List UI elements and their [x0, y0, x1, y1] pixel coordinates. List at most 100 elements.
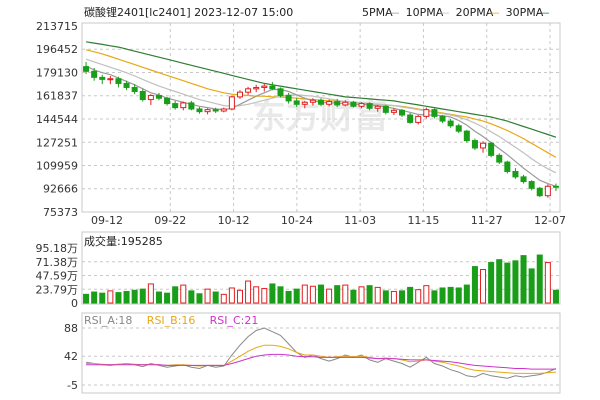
- volume-bar: [99, 292, 106, 304]
- rsi-grid: [82, 327, 560, 386]
- price-y-tick: 196452: [36, 43, 78, 56]
- price-x-tick: 11-03: [344, 214, 376, 227]
- price-x-tick: 11-27: [471, 214, 503, 227]
- candle-body: [366, 103, 373, 109]
- price-y-tick: 92666: [43, 183, 78, 196]
- volume-bar: [528, 268, 535, 304]
- price-x-axis: 09-12 09-22 10-12 10-24 11-03 11-15 11-27 12-07: [91, 214, 566, 227]
- volume-bar: [131, 289, 138, 304]
- candle-body: [390, 109, 397, 113]
- volume-bar: [431, 290, 438, 304]
- rsi-legend-label: RSI_B:16: [147, 314, 196, 327]
- candle-body: [480, 142, 487, 149]
- volume-bar: [172, 286, 179, 304]
- volume-bar: [196, 293, 203, 304]
- price-y-axis: 213715 196452 179130 161837 144544 127251 1099…: [36, 20, 78, 219]
- ma-lines: [85, 41, 557, 187]
- candle-body: [115, 78, 122, 84]
- candle-body: [123, 82, 130, 88]
- volume-bar: [285, 290, 292, 304]
- volume-bar: [480, 268, 487, 304]
- volume-bar: [123, 290, 130, 304]
- ma-legend-label: 30PMA: [506, 6, 544, 19]
- volume-bar: [390, 290, 397, 304]
- volume-bar: [536, 254, 543, 304]
- volume-bar: [350, 289, 357, 304]
- price-y-tick: 179130: [36, 66, 78, 79]
- candle-body: [463, 130, 470, 142]
- candle-body: [188, 102, 195, 110]
- price-y-tick: 161837: [36, 90, 78, 103]
- volume-bar: [245, 280, 252, 304]
- volume-bar: [115, 292, 122, 304]
- candle-body: [317, 99, 325, 105]
- volume-y-tick: 95.18万: [36, 242, 79, 255]
- candle-body: [439, 115, 446, 122]
- candle-body: [374, 105, 381, 109]
- volume-bar: [504, 262, 511, 304]
- volume-bar: [147, 283, 154, 304]
- candle-body: [155, 95, 162, 99]
- ma10-line: [85, 58, 557, 174]
- price-x-tick: 11-15: [407, 214, 439, 227]
- ma-legend-label: 10PMA: [406, 6, 444, 19]
- rsi-lines: [86, 327, 557, 379]
- ma-legend-label: 5PMA: [362, 6, 393, 19]
- volume-bar: [293, 288, 300, 304]
- volume-bar: [139, 288, 146, 304]
- volume-bars: [83, 254, 559, 304]
- candle-body: [269, 85, 276, 90]
- candle-body: [520, 176, 527, 183]
- volume-bar: [317, 284, 325, 304]
- volume-bar: [212, 291, 219, 304]
- candle-body: [212, 109, 219, 112]
- ma-legend-label: 20PMA: [456, 6, 494, 19]
- volume-bar: [228, 287, 235, 304]
- candle-body: [83, 66, 90, 72]
- candle-body: [196, 108, 203, 113]
- candle-body: [204, 109, 211, 113]
- volume-bar: [407, 286, 414, 304]
- candle-body: [358, 103, 365, 107]
- candle-body: [253, 86, 260, 90]
- rsi-y-tick: 88: [64, 322, 78, 335]
- rsi-line-rsi_a: [86, 327, 557, 379]
- price-y-tick: 213715: [36, 20, 78, 33]
- volume-panel-frame: [81, 231, 561, 305]
- candle-body: [131, 86, 138, 92]
- price-x-tick: 09-22: [154, 214, 186, 227]
- volume-bar: [512, 260, 519, 304]
- rsi-panel: RSI_A:18 RSI_B:16 RSI_C:21 88 42 -5: [64, 312, 561, 394]
- volume-bar: [520, 255, 527, 304]
- candle-body: [415, 115, 422, 123]
- price-x-tick: 12-07: [534, 214, 566, 227]
- volume-bar: [334, 285, 341, 304]
- volume-bar: [253, 286, 260, 304]
- rsi-panel-frame: [81, 312, 561, 394]
- candle-body: [399, 109, 406, 116]
- candle-body: [220, 108, 227, 112]
- candle-body: [512, 170, 519, 178]
- candle-body: [228, 96, 235, 110]
- candle-body: [309, 99, 316, 103]
- candle-body: [147, 95, 154, 101]
- volume-bar: [261, 288, 268, 304]
- price-x-tick: 09-12: [91, 214, 123, 227]
- candle-body: [285, 95, 292, 102]
- volume-bar: [342, 284, 349, 304]
- volume-y-tick: 0: [71, 297, 78, 310]
- volume-bar: [544, 262, 551, 304]
- volume-bar: [277, 286, 284, 304]
- volume-bar: [399, 290, 406, 304]
- candle-body: [107, 78, 114, 81]
- ma-legend-dash: —: [389, 6, 400, 19]
- price-panel-frame: [81, 22, 561, 213]
- rsi-line-rsi_c: [86, 353, 556, 370]
- volume-y-tick: 47.59万: [36, 270, 79, 283]
- candle-body: [293, 100, 300, 105]
- candle-body: [301, 101, 308, 105]
- candle-body: [471, 140, 478, 149]
- volume-bar: [552, 289, 559, 304]
- candle-body: [407, 114, 414, 123]
- price-grid: [82, 23, 560, 212]
